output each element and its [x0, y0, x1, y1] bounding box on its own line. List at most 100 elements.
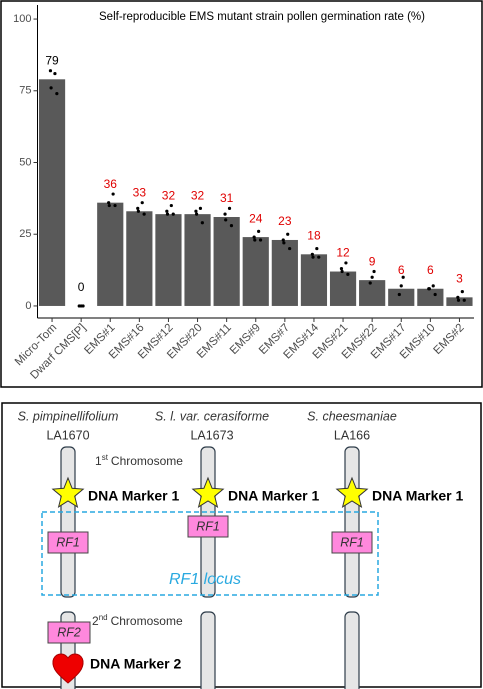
chromosome-number: 2: [92, 614, 99, 628]
locus-label: RF1 locus: [169, 571, 241, 588]
data-point: [339, 267, 344, 271]
data-point: [55, 92, 59, 96]
data-label: 31: [220, 191, 234, 205]
data-point: [165, 212, 170, 216]
data-point: [372, 269, 376, 274]
data-point: [113, 203, 117, 208]
marker-label: DNA Marker 1: [88, 488, 180, 504]
chromosome: [200, 611, 216, 689]
bar: [359, 280, 386, 306]
data-label: 6: [398, 263, 405, 277]
data-point: [317, 255, 321, 259]
species-name: S. pimpinellifolium: [18, 409, 119, 423]
data-point: [171, 212, 175, 216]
bar: [213, 217, 240, 306]
data-point: [257, 229, 261, 233]
species-name: S. l. var. cerasiforme: [155, 409, 269, 423]
data-label: 32: [162, 188, 176, 202]
data-label: 79: [45, 53, 59, 67]
data-label: 0: [78, 280, 85, 294]
chromosome-suffix: nd: [99, 613, 108, 622]
data-point: [460, 290, 464, 294]
data-point: [111, 192, 115, 196]
data-point: [310, 252, 314, 256]
data-point: [107, 201, 111, 205]
chromosome: [60, 446, 76, 598]
chromosome-suffix: st: [102, 453, 109, 462]
data-point: [368, 281, 372, 285]
diagram-panel: [1, 402, 482, 688]
chromosome: [344, 446, 360, 598]
chromosome-number: 1: [95, 454, 102, 468]
marker-star: [191, 476, 225, 508]
chart-title: Self-reproducible EMS mutant strain poll…: [99, 11, 425, 23]
data-point: [194, 209, 198, 213]
gene-box: [47, 621, 91, 644]
data-point: [370, 275, 374, 279]
accession: LA1673: [190, 428, 233, 442]
data-point: [397, 292, 401, 297]
data-point: [462, 298, 466, 302]
bar: [155, 214, 182, 306]
data-point: [281, 238, 285, 242]
diagram: S. pimpinellifolium LA1670 DNA Marker 1 S. …: [18, 409, 464, 689]
data-point: [456, 295, 460, 299]
marker-label: DNA Marker 2: [90, 656, 182, 672]
data-point: [165, 209, 169, 213]
data-label: 32: [191, 188, 205, 202]
data-point: [53, 71, 57, 76]
x-tick-label: EMS#9: [228, 322, 263, 357]
data-point: [401, 275, 405, 279]
gene-box: [187, 515, 229, 538]
data-point: [315, 246, 319, 251]
marker-star: [51, 476, 85, 508]
data-point: [223, 212, 227, 216]
data-point: [344, 261, 348, 265]
data-point: [427, 287, 431, 291]
data-point: [311, 255, 315, 259]
bar: [417, 288, 444, 306]
data-point: [198, 206, 203, 211]
locus-box: [41, 511, 379, 596]
gene-label: RF1: [340, 535, 364, 549]
bar: [271, 239, 298, 306]
data-label: 9: [369, 254, 376, 268]
bar: [126, 211, 153, 306]
data-point: [433, 292, 437, 297]
bar: [388, 288, 415, 306]
data-point: [194, 212, 199, 216]
data-point: [282, 241, 286, 245]
y-tick-label: 50: [19, 156, 31, 168]
bar: [300, 254, 328, 306]
bar: [184, 214, 211, 306]
accession: LA1670: [46, 428, 89, 442]
gene-label: RF1: [56, 535, 80, 549]
x-tick-label: EMS#2: [432, 322, 467, 357]
data-point: [48, 69, 53, 73]
bar: [329, 271, 357, 306]
data-point: [431, 284, 435, 288]
accession: LA166: [334, 428, 370, 442]
bar: [446, 297, 473, 306]
data-point: [142, 212, 146, 216]
data-label: 23: [278, 214, 292, 228]
marker-heart: [52, 653, 84, 684]
data-point: [107, 203, 111, 208]
data-point: [340, 269, 344, 274]
data-point: [169, 203, 173, 208]
data-point: [136, 209, 140, 213]
data-point: [288, 246, 292, 251]
chromosome-word: Chromosome: [111, 454, 183, 468]
data-label: 33: [133, 185, 147, 199]
bar: [38, 79, 66, 306]
data-label: 24: [249, 211, 263, 225]
gene-box: [331, 531, 373, 554]
data-point: [200, 221, 204, 225]
data-point: [286, 232, 290, 236]
data-label: 3: [456, 272, 463, 286]
gene-label: RF1: [196, 519, 220, 533]
y-tick-label: 25: [19, 228, 31, 240]
chromosome: [344, 611, 360, 689]
data-label: 18: [307, 228, 321, 242]
